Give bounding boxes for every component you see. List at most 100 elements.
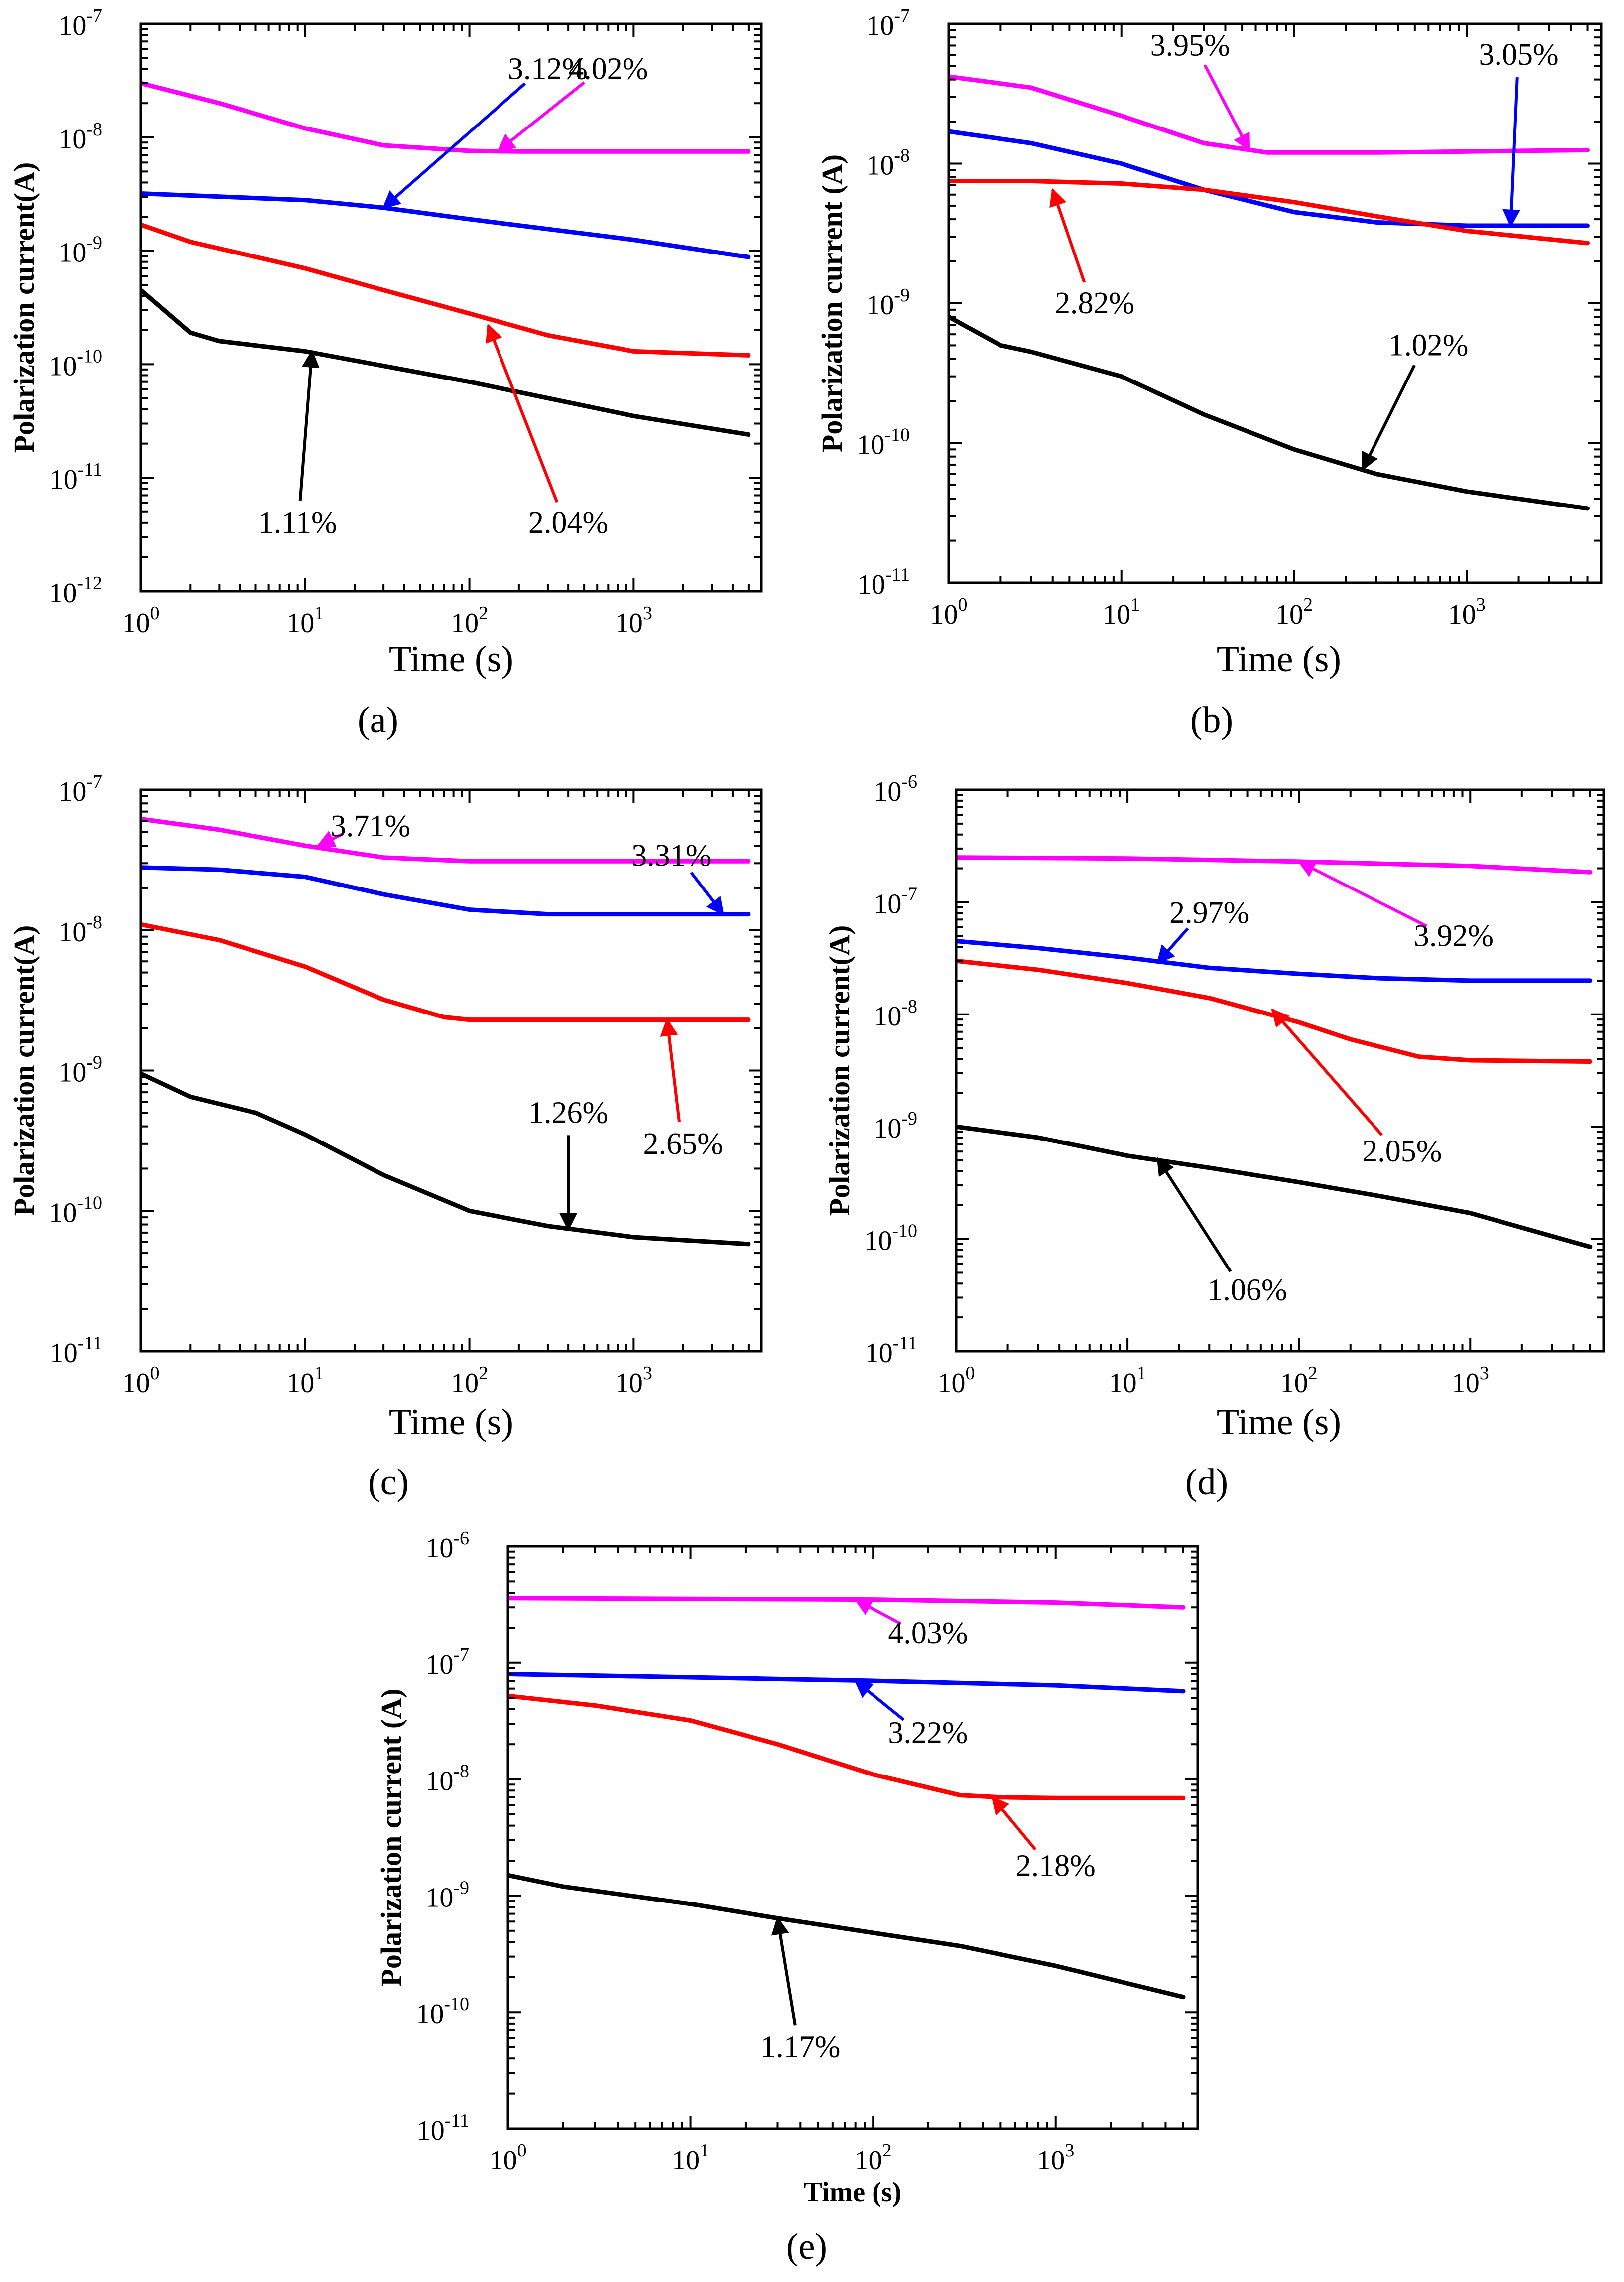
series-line-3-31pct [141,865,751,917]
plot-frame [139,788,763,1353]
panel-label: (d) [1185,1462,1228,1503]
x-tick-label: 103 [615,603,652,638]
series-line-1-11pct [141,288,751,437]
y-tick-label: 10-6 [425,1528,469,1564]
y-tick-label: 10-10 [49,346,102,381]
y-axis-title: Polarization current(A) [823,925,856,1216]
series-line-1-17pct [508,1873,1186,2000]
annotation-arrow [771,1916,797,2026]
y-tick-label: 10-10 [49,1192,102,1228]
y-tick-label: 10-11 [50,459,102,495]
y-tick-label: 10-9 [58,1052,102,1088]
y-tick-label: 10-8 [425,1761,469,1797]
plot-frame [139,22,763,593]
annotation-label: 2.82% [1055,286,1134,320]
y-tick-label: 10-10 [416,1994,469,2029]
y-tick-label: 10-8 [866,145,910,181]
annotation-label: 1.11% [258,506,337,540]
x-tick-label: 103 [1448,594,1486,630]
series-line-1-06pct [956,1124,1593,1249]
annotation-arrow [1502,77,1521,228]
annotation-arrow [854,1679,905,1721]
x-tick-label: 102 [451,1363,488,1398]
series-line-2-65pct [141,922,751,1022]
y-tick-label: 10-11 [50,1333,102,1369]
series-line-3-12pct [141,191,751,259]
annotation-arrow [1203,64,1251,152]
x-tick-label: 102 [1280,1363,1318,1398]
x-axis-title: Time (s) [1217,1402,1341,1443]
x-tick-label: 100 [123,603,160,638]
annotation-arrow [854,1598,902,1625]
y-axis-title: Polarization current (A) [816,154,848,452]
x-tick-label: 101 [286,603,324,638]
x-tick-label: 101 [672,2140,709,2176]
y-tick-label: 10-9 [874,1108,917,1144]
series-line-4-02pct [141,81,751,154]
x-tick-label: 100 [123,1363,160,1398]
x-axis-title: Time (s) [389,1402,513,1443]
plot-frame [955,788,1605,1353]
annotation-arrow [991,1796,1037,1851]
y-tick-label: 10-7 [58,5,102,41]
x-tick-label: 103 [1452,1363,1489,1398]
annotation-label: 3.71% [331,809,410,843]
y-tick-label: 10-11 [858,564,910,600]
chart-panel-a: 100 101 102 103 10-12 10-11 10-10 10-9 10-8 10-7 T… [8,5,763,741]
annotation-label: 2.05% [1362,1135,1442,1168]
annotation-arrow [1297,860,1428,928]
x-tick-label: 103 [1037,2140,1074,2176]
y-tick-label: 10-7 [866,5,910,41]
annotation-arrow [486,324,559,503]
chart-panel-b: 100 101 102 103 10-11 10-10 10-9 10-8 10-7 Time (… [816,5,1603,741]
y-tick-label: 10-6 [874,771,917,807]
series-line-3-92pct [956,855,1593,875]
x-tick-label: 100 [938,1363,975,1398]
x-axis-title: Time (s) [389,639,513,680]
annotation-label: 3.12% [508,52,588,86]
y-tick-label: 10-10 [857,425,910,461]
series-line-2-82pct [949,179,1590,246]
series-line-2-97pct [956,939,1593,983]
panel-label: (a) [358,700,398,741]
annotation-label: 1.02% [1388,328,1468,362]
plot-frame [506,1545,1199,2130]
annotation-label: 3.05% [1479,38,1558,72]
annotation-arrow [382,82,526,209]
annotation-label: 2.18% [1016,1849,1096,1883]
x-tick-label: 102 [1275,594,1313,630]
y-tick-label: 10-9 [58,233,102,268]
y-tick-label: 10-12 [49,573,102,609]
y-tick-label: 10-7 [425,1645,469,1680]
panel-label: (b) [1190,700,1233,741]
series-line-1-02pct [949,314,1590,511]
x-tick-label: 103 [615,1363,652,1398]
y-tick-label: 10-8 [874,996,917,1032]
annotation-label: 3.92% [1414,919,1494,953]
annotation-label: 4.03% [888,1616,968,1650]
y-axis-title: Polarization current(A) [8,162,40,453]
y-tick-label: 10-7 [58,771,102,807]
annotation-label: 3.22% [888,1716,968,1750]
x-tick-label: 102 [855,2140,892,2176]
annotation-arrow [1049,188,1086,283]
x-tick-label: 101 [1109,1363,1146,1398]
annotation-arrow [1156,1157,1232,1272]
annotation-arrow [690,871,725,916]
annotation-label: 2.65% [643,1127,723,1161]
plot-frame [947,22,1603,584]
series-line-2-18pct [508,1693,1186,1800]
y-tick-label: 10-8 [58,912,102,948]
y-tick-label: 10-8 [58,119,102,155]
panel-label: (e) [786,2226,827,2267]
annotation-label: 1.17% [760,2030,840,2064]
series-line-3-22pct [508,1672,1186,1694]
x-tick-label: 100 [490,2140,527,2176]
chart-panel-e: 100 101 102 103 10-11 10-10 10-9 10-8 10-7 10-6 Ti… [375,1528,1199,2267]
annotation-arrow [298,349,320,501]
series-line-3-95pct [949,74,1590,155]
annotation-arrow [660,1018,681,1122]
y-tick-label: 10-11 [865,1333,917,1369]
x-axis-title: Time (s) [804,2177,902,2208]
